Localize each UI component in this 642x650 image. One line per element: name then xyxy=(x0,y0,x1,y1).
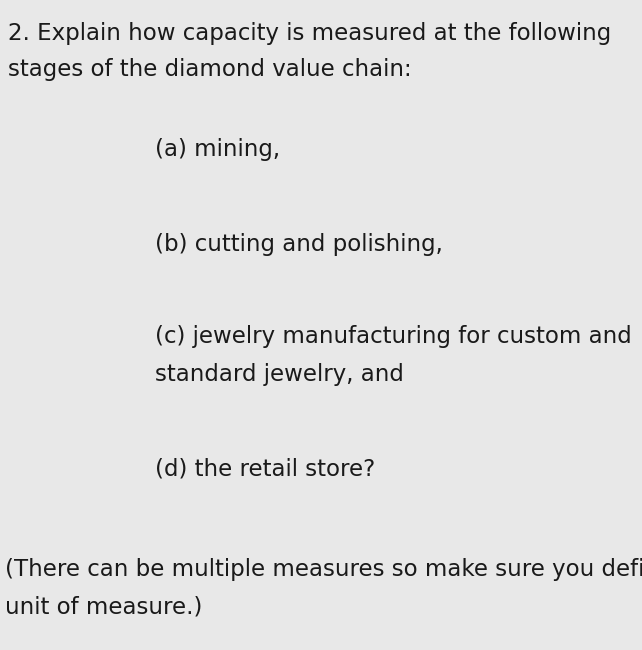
Text: standard jewelry, and: standard jewelry, and xyxy=(155,363,404,386)
Text: unit of measure.): unit of measure.) xyxy=(5,596,202,619)
Text: (There can be multiple measures so make sure you define the: (There can be multiple measures so make … xyxy=(5,558,642,581)
Text: (b) cutting and polishing,: (b) cutting and polishing, xyxy=(155,233,443,256)
Text: 2. Explain how capacity is measured at the following: 2. Explain how capacity is measured at t… xyxy=(8,22,611,45)
Text: stages of the diamond value chain:: stages of the diamond value chain: xyxy=(8,58,412,81)
Text: (a) mining,: (a) mining, xyxy=(155,138,280,161)
Text: (d) the retail store?: (d) the retail store? xyxy=(155,457,376,480)
Text: (c) jewelry manufacturing for custom and: (c) jewelry manufacturing for custom and xyxy=(155,325,632,348)
